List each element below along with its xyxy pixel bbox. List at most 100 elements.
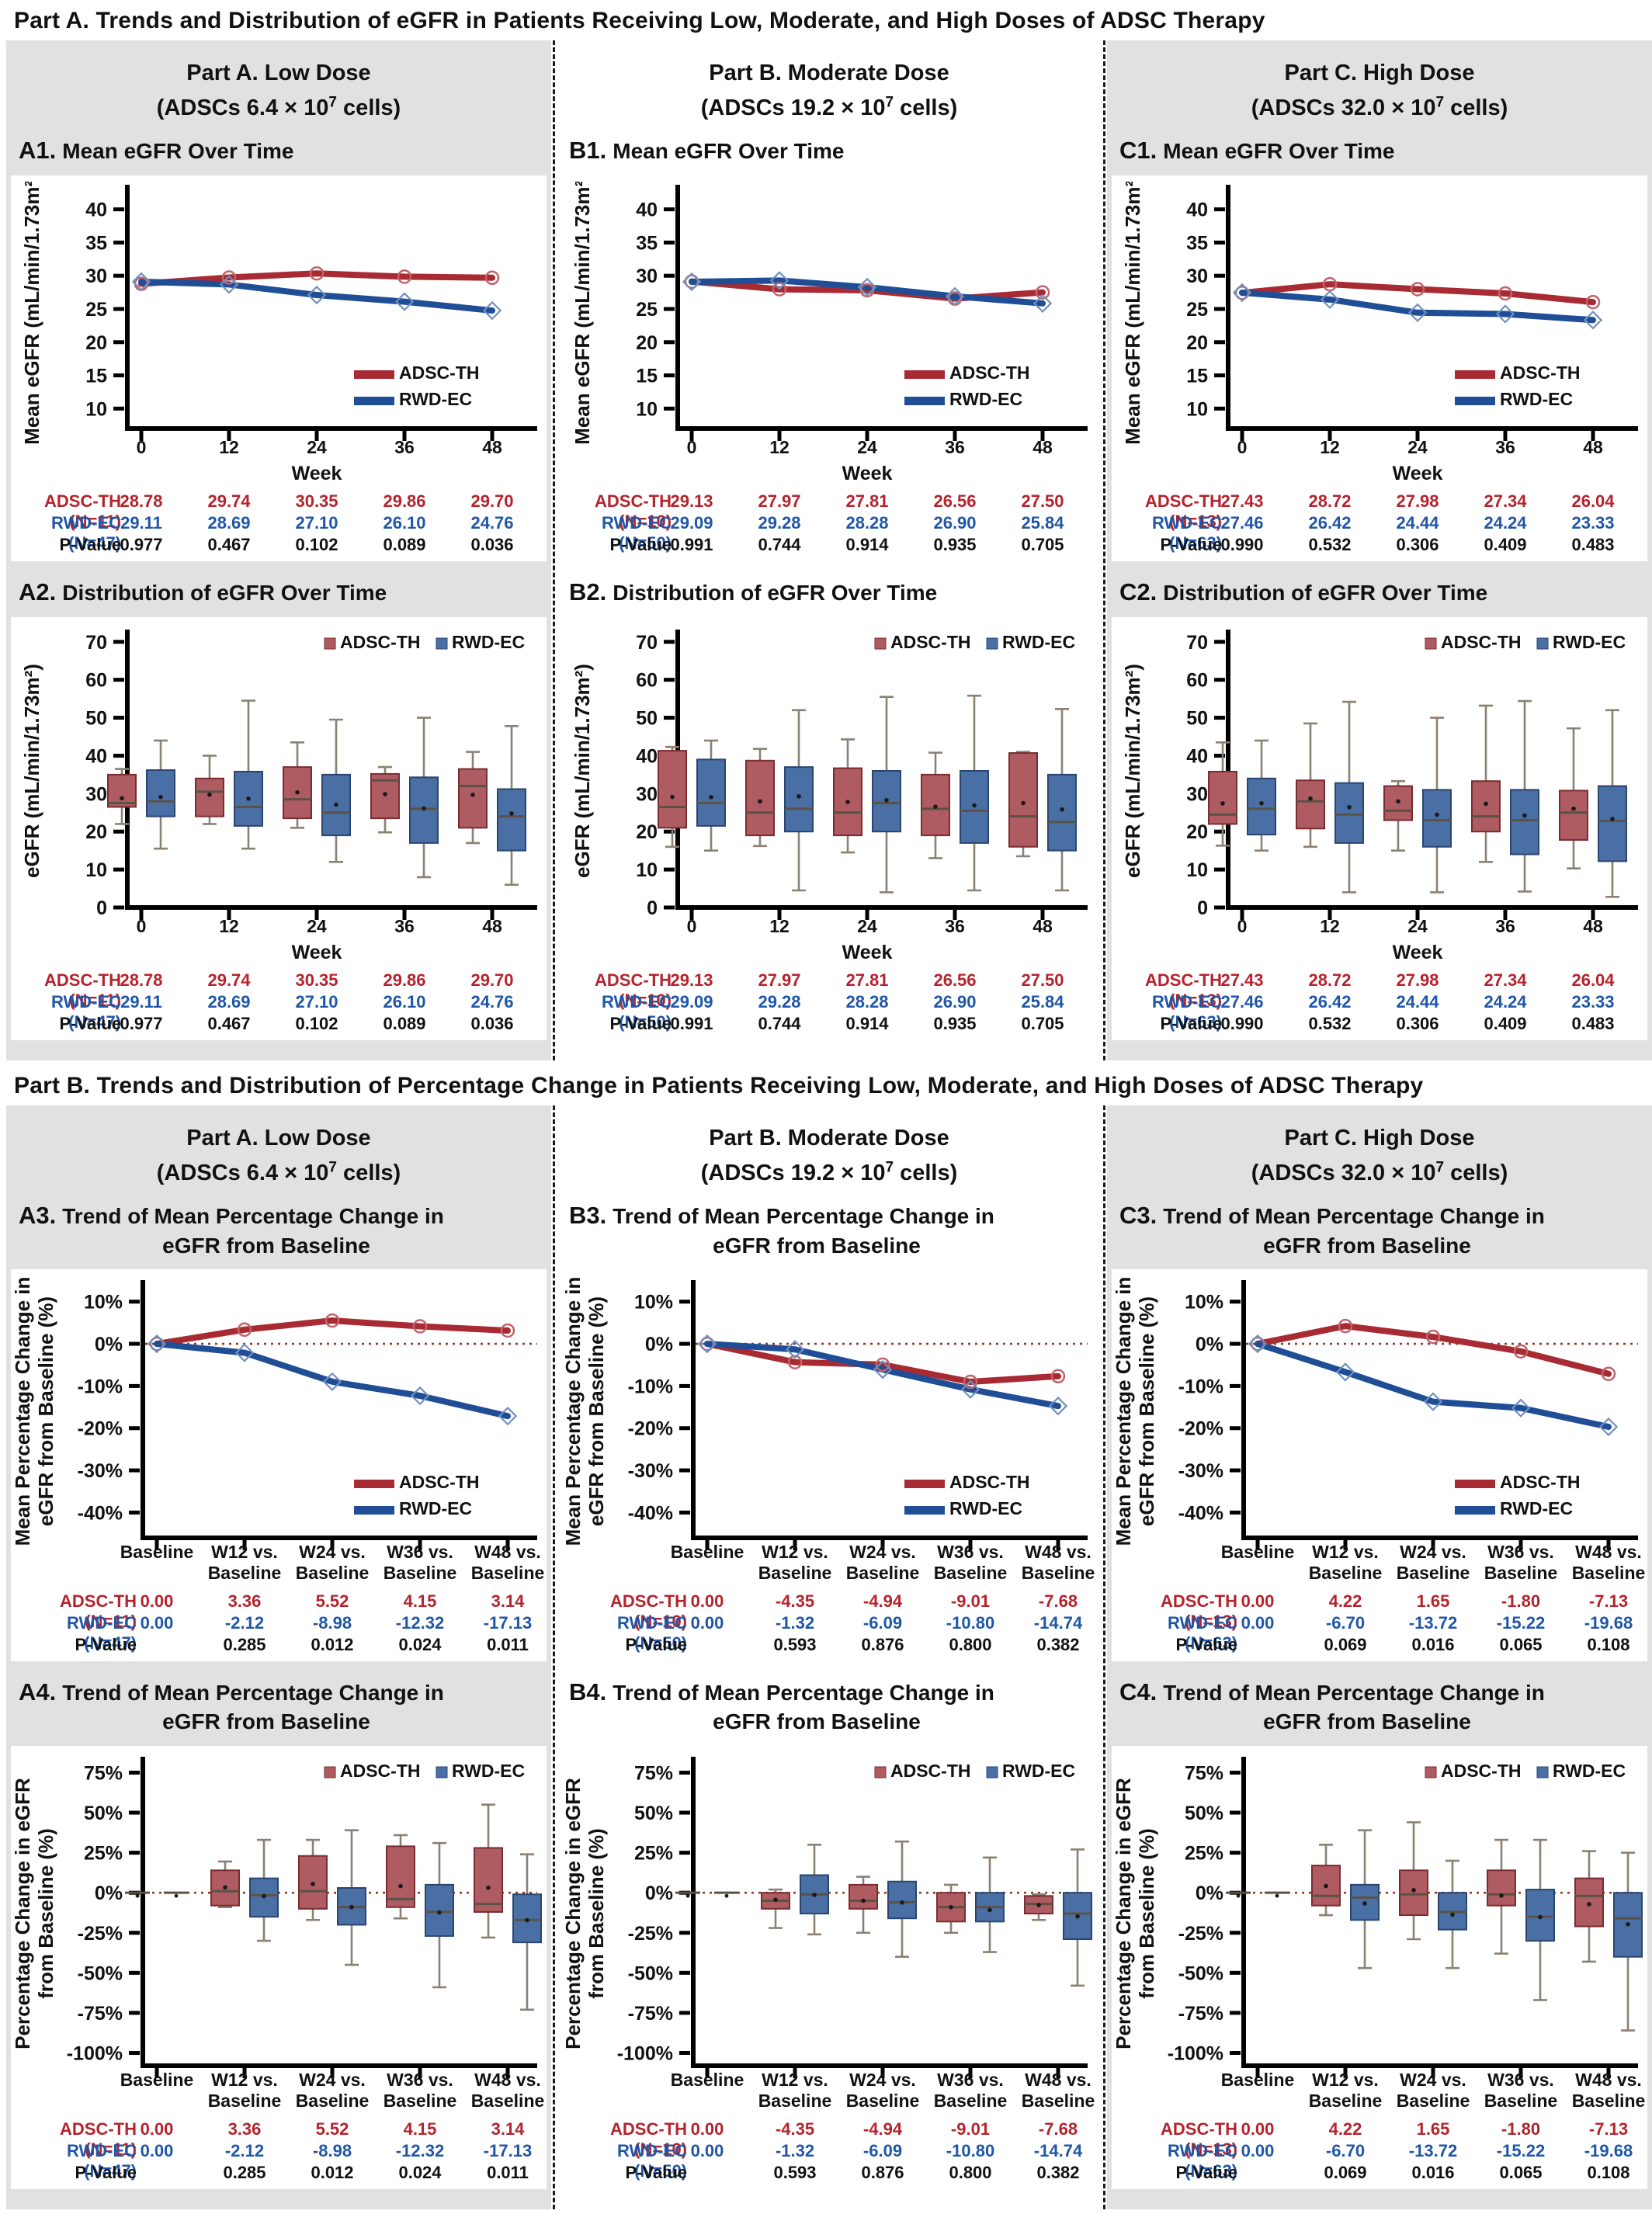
data-point-marker — [147, 1334, 167, 1354]
chart-svg-B2: 70 60 50 40 30 20 10 0 0 12 24 36 48 Week eGFR (mL/min… — [571, 630, 1088, 963]
y-tick-label: 50% — [1185, 1803, 1223, 1824]
panel-title-text: Trend of Mean Percentage Change in — [1163, 1681, 1545, 1706]
chart-svg-B1: 40 35 30 25 20 15 10 0 12 24 36 48 Week Mean eGFR (mL… — [571, 173, 1088, 484]
mean-marker — [334, 803, 338, 807]
legend-label: RWD-EC — [1553, 632, 1626, 652]
box-ADSC-TH — [474, 1847, 503, 1913]
table-cell: -12.32 — [395, 1613, 445, 1633]
y-axis-title: eGFR from Baseline (%) — [1135, 1296, 1158, 1526]
table-cell: -8.98 — [312, 2140, 352, 2160]
y-axis-title: Percentage Change in eGFR — [561, 1778, 585, 2049]
table-row: ADSC-TH (N=10) 29.13 27.97 27.81 26.56 27.50 — [561, 491, 1097, 531]
data-table-A2: ADSC-TH (N=11) 28.78 29.74 30.35 29.86 29.70 R… — [11, 970, 547, 1036]
table-cell: 27.81 — [845, 491, 889, 512]
box-RWD-EC — [146, 769, 175, 818]
table-cell: 29.13 — [670, 491, 713, 512]
column-header-line1: Part B. Moderate Dose — [709, 1126, 949, 1151]
data-point-marker — [1335, 1362, 1355, 1382]
table-cell: 24.44 — [1396, 992, 1439, 1012]
x-tick-label: Baseline — [208, 2091, 282, 2111]
x-tick-label: W12 vs. — [211, 1542, 278, 1562]
table-row: P-Value 0.593 0.876 0.800 0.382 — [561, 2163, 1097, 2185]
column-header-high: Part C. High Dose (ADSCs 32.0 × 107 cell… — [1107, 40, 1652, 126]
mean-marker — [174, 1893, 179, 1898]
mean-marker — [1324, 1883, 1328, 1888]
table-row-label: P-Value — [59, 535, 121, 555]
y-tick-label: -50% — [78, 1962, 123, 1984]
chart-block-B2: B2. Distribution of eGFR Over Time 70 60 50 4… — [557, 567, 1102, 1041]
mean-marker — [933, 804, 938, 810]
x-tick-label: 0 — [687, 437, 697, 457]
table-cell: 29.28 — [758, 513, 801, 533]
mean-marker — [486, 1885, 491, 1890]
data-point-marker — [1320, 290, 1340, 310]
table-cell: 27.34 — [1484, 970, 1527, 991]
y-tick-label: 30 — [1186, 265, 1208, 287]
x-tick-label: W24 vs. — [299, 2070, 366, 2090]
table-cell: 27.98 — [1396, 970, 1439, 991]
y-tick-label: 10% — [84, 1292, 123, 1313]
table-cell: 27.50 — [1021, 970, 1064, 991]
x-tick-label: 24 — [1407, 437, 1428, 457]
table-cell: 29.28 — [758, 992, 801, 1012]
mean-marker — [509, 811, 514, 817]
y-tick-label: 50 — [85, 708, 107, 730]
data-point-marker — [1032, 293, 1053, 314]
panel-title-text-line2: eGFR from Baseline — [1263, 1233, 1471, 1258]
data-point-marker — [500, 1323, 515, 1338]
legend-label: ADSC-TH — [1500, 1472, 1581, 1492]
data-point-marker — [785, 1340, 805, 1359]
table-cell: 5.52 — [315, 1591, 349, 1612]
data-point-marker — [1048, 1397, 1068, 1416]
data-point-marker — [1498, 286, 1513, 301]
table-cell: 0.012 — [311, 2162, 354, 2182]
box-ADSC-TH — [195, 778, 224, 818]
series-line-RWD-EC — [704, 1341, 1061, 1410]
table-cell: 0.036 — [470, 535, 514, 555]
legend-label: ADSC-TH — [340, 1761, 421, 1781]
data-point-marker — [412, 1319, 428, 1334]
y-tick-label: 70 — [85, 632, 107, 654]
table-cell: -13.72 — [1408, 2140, 1458, 2160]
y-tick-label: 15 — [636, 366, 658, 387]
x-tick-label: Baseline — [296, 2091, 370, 2111]
y-tick-label: 25 — [85, 299, 107, 321]
y-tick-label: 20 — [636, 822, 658, 844]
table-cell: -17.13 — [483, 2140, 533, 2160]
y-tick-label: 30 — [636, 265, 658, 287]
table-row: RWD-EC (N=47) 29.11 28.69 27.10 26.10 24.76 — [11, 992, 547, 1032]
chart-card-C3: 10% 0% -10% -20% -30% -40% Baseline W12 vs. Base… — [1112, 1269, 1647, 1662]
x-tick-label: Baseline — [1309, 2091, 1383, 2111]
y-axis-title: Mean Percentage Change in — [561, 1277, 585, 1546]
table-cell: 28.28 — [845, 513, 889, 533]
mean-marker — [1499, 1893, 1504, 1898]
table-cell: 0.382 — [1036, 2162, 1080, 2182]
table-cell: 0.00 — [1241, 1613, 1275, 1633]
data-point-marker — [699, 1336, 715, 1352]
box-ADSC-TH — [386, 1845, 415, 1908]
box-RWD-EC — [1047, 774, 1077, 852]
table-cell: 0.00 — [140, 2140, 174, 2160]
data-table-C4: ADSC-TH (N=13) 0.00 4.22 1.65 -1.80 -7.13 RWD-… — [1112, 2119, 1647, 2185]
series-line-RWD-EC — [1239, 290, 1596, 324]
box-RWD-EC — [1598, 786, 1627, 862]
data-point-marker — [1425, 1329, 1441, 1345]
table-cell: 0.00 — [140, 1591, 174, 1612]
table-cell: -8.98 — [312, 1613, 352, 1633]
box-RWD-EC — [1422, 789, 1452, 848]
table-row-label: RWD-EC (N=63) — [1151, 992, 1222, 1032]
panel-title-text: Mean eGFR Over Time — [613, 138, 845, 163]
x-tick-label: W24 vs. — [849, 1542, 916, 1562]
mean-marker — [812, 1892, 817, 1897]
table-cell: -4.35 — [775, 2119, 815, 2139]
table-cell: -15.22 — [1496, 1613, 1546, 1633]
table-cell: -14.74 — [1033, 2140, 1083, 2160]
mean-marker — [1075, 1914, 1080, 1919]
mean-marker — [1522, 814, 1527, 818]
table-cell: 0.012 — [311, 1635, 354, 1655]
table-cell: -10.80 — [946, 1613, 995, 1633]
table-cell: -4.94 — [862, 2119, 903, 2139]
mean-marker — [470, 793, 475, 798]
y-tick-label: -30% — [1178, 1460, 1223, 1482]
table-row: P-Value 0.990 0.532 0.306 0.409 0.483 — [1112, 535, 1647, 557]
